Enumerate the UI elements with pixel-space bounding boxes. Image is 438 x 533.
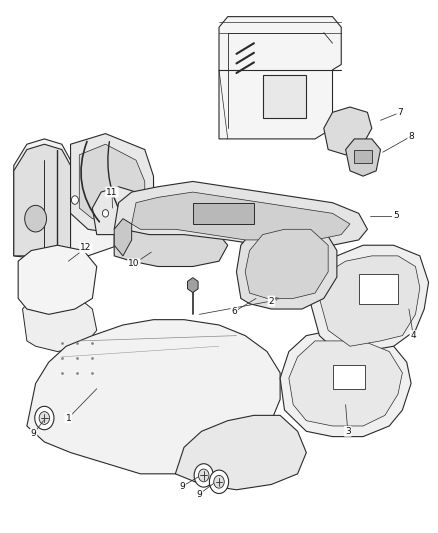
Polygon shape [237, 219, 337, 309]
Polygon shape [280, 330, 411, 437]
Polygon shape [346, 139, 381, 176]
Polygon shape [132, 192, 350, 240]
Polygon shape [71, 134, 153, 235]
Text: 12: 12 [80, 244, 92, 253]
Circle shape [71, 196, 78, 204]
FancyBboxPatch shape [263, 75, 306, 118]
Circle shape [194, 464, 213, 487]
Text: 10: 10 [128, 260, 140, 268]
FancyBboxPatch shape [332, 365, 365, 389]
Text: 2: 2 [268, 296, 274, 305]
Polygon shape [79, 144, 145, 224]
FancyBboxPatch shape [193, 203, 254, 224]
Polygon shape [324, 107, 372, 155]
Text: 6: 6 [231, 307, 237, 316]
Circle shape [198, 469, 209, 482]
Polygon shape [114, 181, 367, 245]
Circle shape [102, 209, 109, 217]
Polygon shape [14, 144, 71, 256]
Text: 9: 9 [197, 489, 202, 498]
Circle shape [35, 406, 54, 430]
Polygon shape [319, 256, 420, 346]
Polygon shape [245, 229, 328, 298]
Circle shape [214, 475, 224, 488]
Polygon shape [289, 341, 403, 426]
Polygon shape [311, 245, 428, 352]
Polygon shape [14, 139, 153, 261]
Text: pp: pp [272, 296, 279, 301]
FancyBboxPatch shape [359, 274, 398, 304]
Text: 7: 7 [397, 108, 403, 117]
Text: 4: 4 [410, 331, 416, 340]
Circle shape [39, 411, 49, 424]
Circle shape [25, 205, 46, 232]
Polygon shape [114, 219, 132, 256]
Polygon shape [27, 320, 280, 474]
Text: 9: 9 [31, 430, 36, 439]
Polygon shape [18, 245, 97, 314]
FancyBboxPatch shape [354, 150, 372, 163]
Text: 1: 1 [66, 414, 71, 423]
Text: 8: 8 [408, 132, 414, 141]
Polygon shape [175, 415, 306, 490]
Text: 5: 5 [393, 212, 399, 221]
Polygon shape [114, 224, 228, 266]
Polygon shape [219, 17, 341, 139]
Polygon shape [92, 187, 141, 235]
Text: 3: 3 [345, 427, 351, 436]
Text: 11: 11 [106, 188, 118, 197]
Text: 9: 9 [179, 482, 185, 491]
Circle shape [209, 470, 229, 494]
Polygon shape [22, 293, 97, 352]
